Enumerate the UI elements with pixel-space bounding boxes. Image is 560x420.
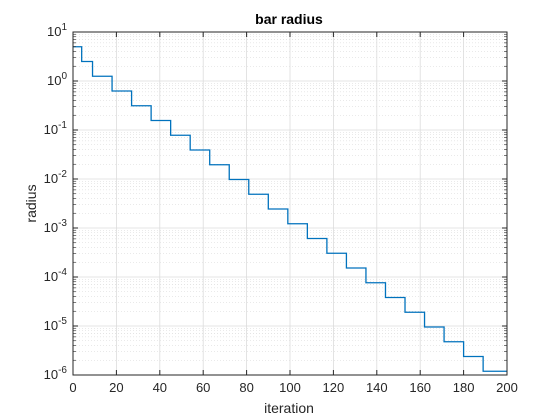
x-tick-label: 200 bbox=[496, 380, 518, 395]
y-tick-label: 10-3 bbox=[44, 218, 68, 235]
y-tick-label: 10-2 bbox=[44, 169, 68, 186]
y-tick-label: 10-4 bbox=[44, 267, 68, 284]
y-axis-label: radius bbox=[23, 184, 39, 222]
x-tick-label: 60 bbox=[196, 380, 210, 395]
x-axis-label: iteration bbox=[264, 400, 314, 416]
y-tick-label: 10-6 bbox=[44, 365, 68, 382]
x-tick-labels: 0 20 40 60 80 100 120 140 160 180 200 bbox=[69, 380, 517, 395]
x-tick-label: 120 bbox=[323, 380, 345, 395]
chart-title: bar radius bbox=[255, 11, 323, 27]
y-tick-label: 100 bbox=[47, 71, 67, 88]
x-tick-label: 80 bbox=[239, 380, 253, 395]
x-tick-label: 40 bbox=[153, 380, 167, 395]
ticks-layer bbox=[72, 31, 508, 376]
series-layer bbox=[73, 46, 507, 372]
y-tick-label: 10-5 bbox=[44, 316, 68, 333]
y-tick-labels: 101 100 10-1 10-2 10-3 10-4 10-5 10-6 bbox=[44, 22, 68, 382]
x-tick-label: 100 bbox=[279, 380, 301, 395]
y-tick-label: 10-1 bbox=[44, 120, 68, 137]
x-tick-label: 180 bbox=[453, 380, 475, 395]
x-tick-label: 160 bbox=[409, 380, 431, 395]
x-tick-label: 0 bbox=[69, 380, 76, 395]
x-tick-label: 20 bbox=[109, 380, 123, 395]
x-tick-label: 140 bbox=[366, 380, 388, 395]
y-tick-label: 101 bbox=[47, 22, 67, 39]
series-line bbox=[73, 46, 507, 372]
